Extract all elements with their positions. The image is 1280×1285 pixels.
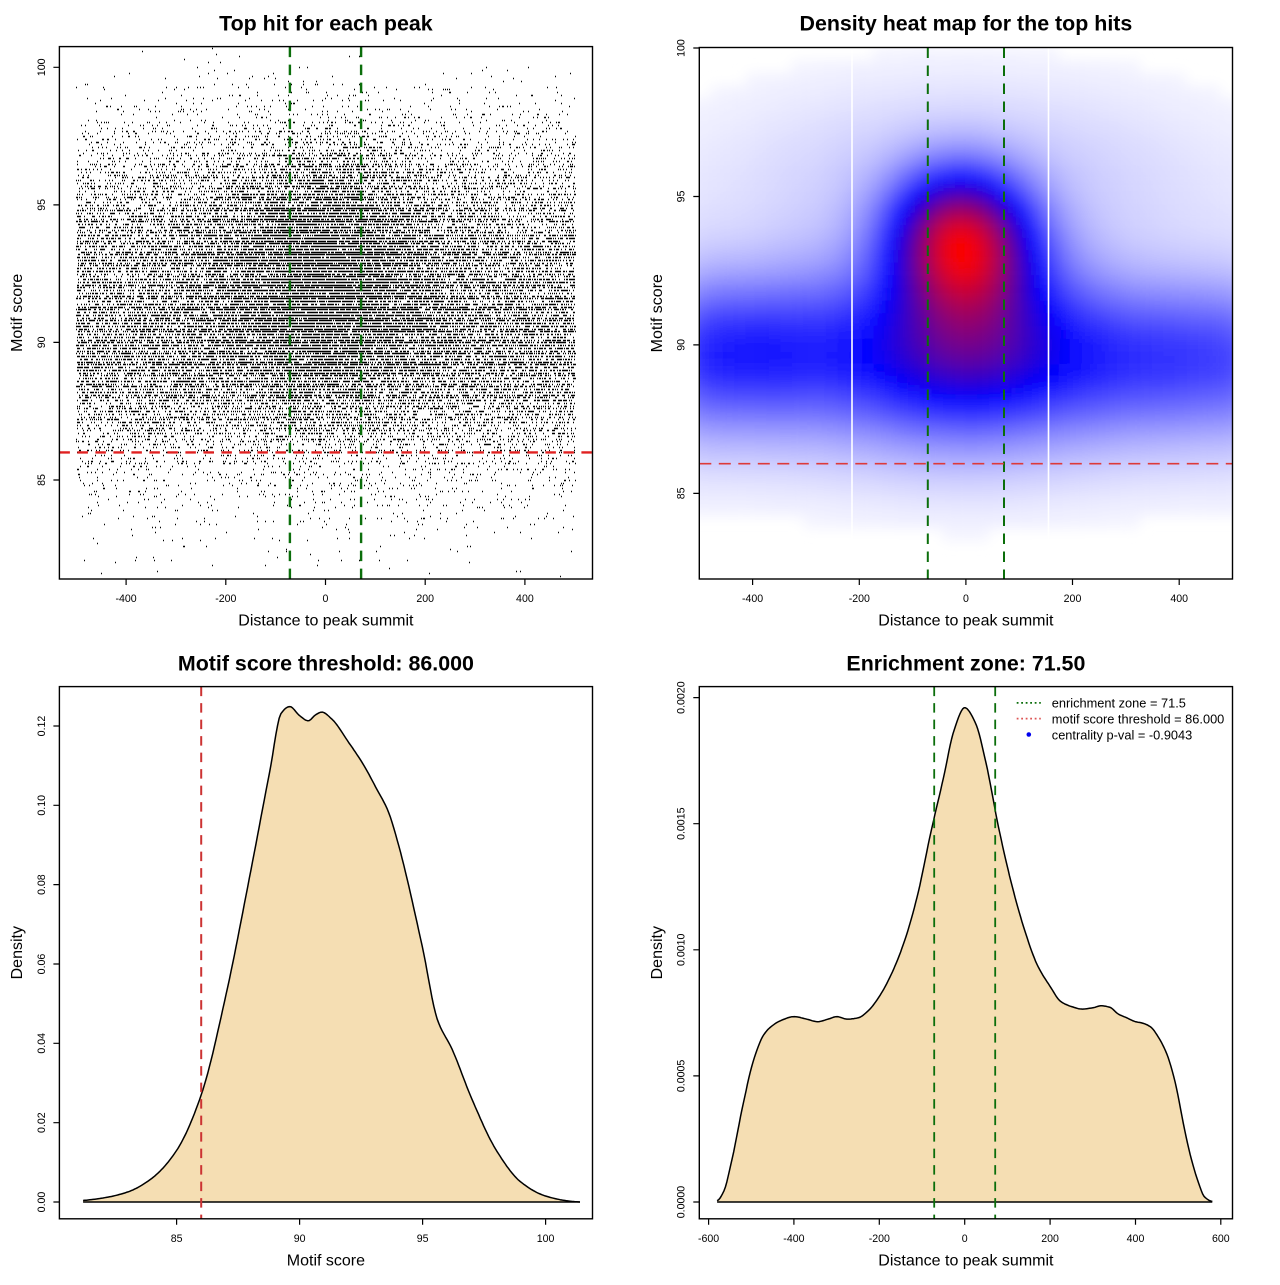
svg-text:90: 90 [294, 1233, 306, 1245]
svg-text:600: 600 [1212, 1233, 1230, 1245]
svg-text:0.08: 0.08 [36, 874, 48, 895]
svg-text:-400: -400 [115, 593, 136, 605]
svg-text:Motif score: Motif score [9, 274, 26, 352]
svg-text:Top hit for each peak: Top hit for each peak [219, 11, 433, 35]
svg-text:200: 200 [1041, 1233, 1059, 1245]
svg-text:0.0005: 0.0005 [676, 1060, 688, 1093]
svg-text:0: 0 [323, 593, 329, 605]
svg-text:400: 400 [516, 593, 534, 605]
svg-text:-200: -200 [869, 1233, 890, 1245]
svg-text:-600: -600 [698, 1233, 719, 1245]
svg-text:Motif score threshold: 86.000: Motif score threshold: 86.000 [178, 651, 474, 675]
svg-text:0.0015: 0.0015 [676, 807, 688, 840]
svg-text:-400: -400 [742, 593, 763, 605]
svg-text:0.00: 0.00 [36, 1192, 48, 1213]
svg-text:Enrichment zone: 71.50: Enrichment zone: 71.50 [846, 651, 1085, 675]
svg-text:95: 95 [676, 191, 688, 203]
svg-text:90: 90 [36, 336, 48, 348]
svg-text:Density heat map for the top h: Density heat map for the top hits [800, 11, 1133, 35]
svg-text:Density: Density [649, 926, 666, 979]
svg-text:0.06: 0.06 [36, 954, 48, 975]
svg-text:-200: -200 [215, 593, 236, 605]
svg-text:85: 85 [36, 474, 48, 486]
svg-text:Motif score: Motif score [287, 1252, 365, 1269]
svg-text:0.04: 0.04 [36, 1033, 48, 1054]
svg-text:0: 0 [962, 1233, 968, 1245]
svg-text:0.0000: 0.0000 [676, 1186, 688, 1219]
svg-text:0: 0 [963, 593, 969, 605]
svg-text:200: 200 [416, 593, 434, 605]
svg-text:enrichment zone = 71.5: enrichment zone = 71.5 [1052, 696, 1186, 711]
svg-text:100: 100 [36, 58, 48, 76]
svg-text:200: 200 [1064, 593, 1082, 605]
svg-text:0.0020: 0.0020 [676, 681, 688, 714]
svg-text:95: 95 [36, 199, 48, 211]
svg-text:90: 90 [676, 339, 688, 351]
svg-text:Distance to peak summit: Distance to peak summit [238, 612, 414, 629]
svg-text:-200: -200 [849, 593, 870, 605]
svg-text:0.02: 0.02 [36, 1112, 48, 1133]
svg-text:100: 100 [676, 39, 688, 57]
svg-text:85: 85 [676, 487, 688, 499]
svg-text:0.0010: 0.0010 [676, 933, 688, 966]
svg-text:Motif score: Motif score [649, 274, 666, 352]
svg-text:0.12: 0.12 [36, 716, 48, 737]
svg-text:-400: -400 [783, 1233, 804, 1245]
svg-text:Distance to peak summit: Distance to peak summit [878, 1252, 1054, 1269]
svg-text:centrality p-val = -0.9043: centrality p-val = -0.9043 [1052, 727, 1193, 742]
svg-text:Density: Density [9, 926, 26, 979]
svg-text:0.10: 0.10 [36, 795, 48, 816]
svg-text:400: 400 [1170, 593, 1188, 605]
svg-text:400: 400 [1127, 1233, 1145, 1245]
svg-text:95: 95 [417, 1233, 429, 1245]
svg-text:Distance to peak summit: Distance to peak summit [878, 612, 1054, 629]
svg-text:85: 85 [171, 1233, 183, 1245]
svg-text:motif score threshold = 86.000: motif score threshold = 86.000 [1052, 712, 1225, 727]
svg-text:100: 100 [537, 1233, 555, 1245]
